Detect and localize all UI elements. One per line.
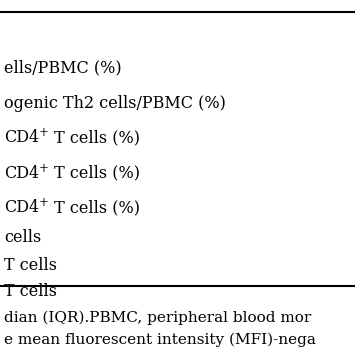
Text: e mean fluorescent intensity (MFI)-nega: e mean fluorescent intensity (MFI)-nega <box>4 333 316 347</box>
Text: +: + <box>39 197 49 209</box>
Text: T cells: T cells <box>4 257 57 273</box>
Text: CD4: CD4 <box>4 164 39 181</box>
Text: +: + <box>39 162 49 175</box>
Text: ells/PBMC (%): ells/PBMC (%) <box>4 60 122 76</box>
Text: T cells (%): T cells (%) <box>49 164 140 181</box>
Text: CD4: CD4 <box>4 200 39 217</box>
Text: CD4: CD4 <box>4 130 39 147</box>
Text: dian (IQR).PBMC, peripheral blood mor: dian (IQR).PBMC, peripheral blood mor <box>4 311 311 325</box>
Text: T cells (%): T cells (%) <box>49 130 140 147</box>
Text: T cells: T cells <box>4 284 57 300</box>
Text: cells: cells <box>4 229 41 246</box>
Text: T cells (%): T cells (%) <box>49 200 140 217</box>
Text: ogenic Th2 cells/PBMC (%): ogenic Th2 cells/PBMC (%) <box>4 94 226 111</box>
Text: +: + <box>39 126 49 140</box>
